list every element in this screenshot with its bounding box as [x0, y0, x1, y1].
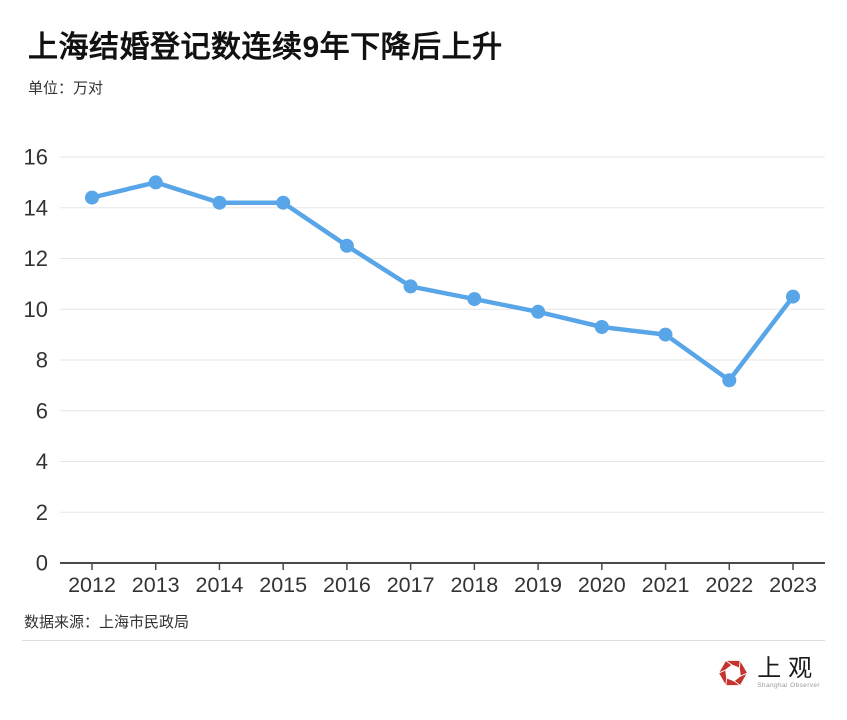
x-tick-label: 2015: [259, 573, 307, 597]
footer-divider: [22, 640, 825, 641]
data-point: [276, 195, 291, 210]
series-line: [89, 180, 796, 383]
y-tick-label: 6: [36, 398, 48, 423]
data-point: [658, 327, 673, 342]
data-point: [722, 373, 737, 388]
shanghai-observer-hexagon-icon: [718, 658, 749, 687]
x-axis-labels: 2012 2013 2014 2015 2016 2017 2018 2019 2020 2021…: [68, 573, 817, 597]
data-point: [85, 190, 99, 205]
data-source-note: 数据来源：上海市民政局: [24, 614, 190, 631]
y-tick-label: 0: [36, 551, 48, 576]
x-tick-label: 2012: [68, 573, 116, 597]
unit-label: 单位：万对: [28, 80, 104, 97]
chart-title: 上海结婚登记数连续9年下降后上升: [28, 31, 503, 64]
x-tick-label: 2020: [578, 573, 626, 597]
x-axis-ticks: [91, 563, 794, 570]
y-tick-label: 16: [24, 145, 48, 170]
hexagon-segment: [739, 658, 749, 677]
y-tick-label: 2: [36, 500, 48, 525]
publisher-name-en: Shanghai Observer: [757, 682, 820, 689]
publisher-name: 上观: [757, 654, 820, 682]
publisher-logo-text: 上观 Shanghai Observer: [757, 656, 820, 689]
y-tick-label: 12: [24, 246, 48, 271]
x-tick-label: 2013: [132, 573, 180, 597]
data-point: [148, 175, 163, 190]
y-tick-label: 4: [36, 449, 48, 474]
data-point: [786, 289, 800, 304]
y-tick-label: 8: [36, 348, 48, 373]
y-tick-label: 10: [24, 297, 48, 322]
x-tick-label: 2018: [450, 573, 498, 597]
data-point: [212, 195, 227, 210]
publisher-logo: 上观 Shanghai Observer: [718, 656, 820, 689]
data-point: [403, 279, 418, 294]
data-point: [531, 304, 546, 319]
x-tick-label: 2023: [769, 573, 817, 597]
x-tick-label: 2014: [196, 573, 244, 597]
data-point: [339, 238, 354, 253]
data-point: [594, 320, 609, 334]
x-tick-label: 2021: [642, 573, 690, 597]
y-tick-label: 14: [24, 195, 48, 220]
data-points: [85, 175, 800, 388]
x-tick-label: 2017: [387, 573, 435, 597]
data-point: [467, 292, 482, 307]
x-tick-label: 2022: [705, 573, 753, 597]
x-tick-label: 2016: [323, 573, 371, 597]
y-axis-labels: 0 2 4 6 8 10 12 14 16: [24, 145, 48, 576]
x-tick-label: 2019: [514, 573, 562, 597]
gridlines: [60, 156, 825, 564]
